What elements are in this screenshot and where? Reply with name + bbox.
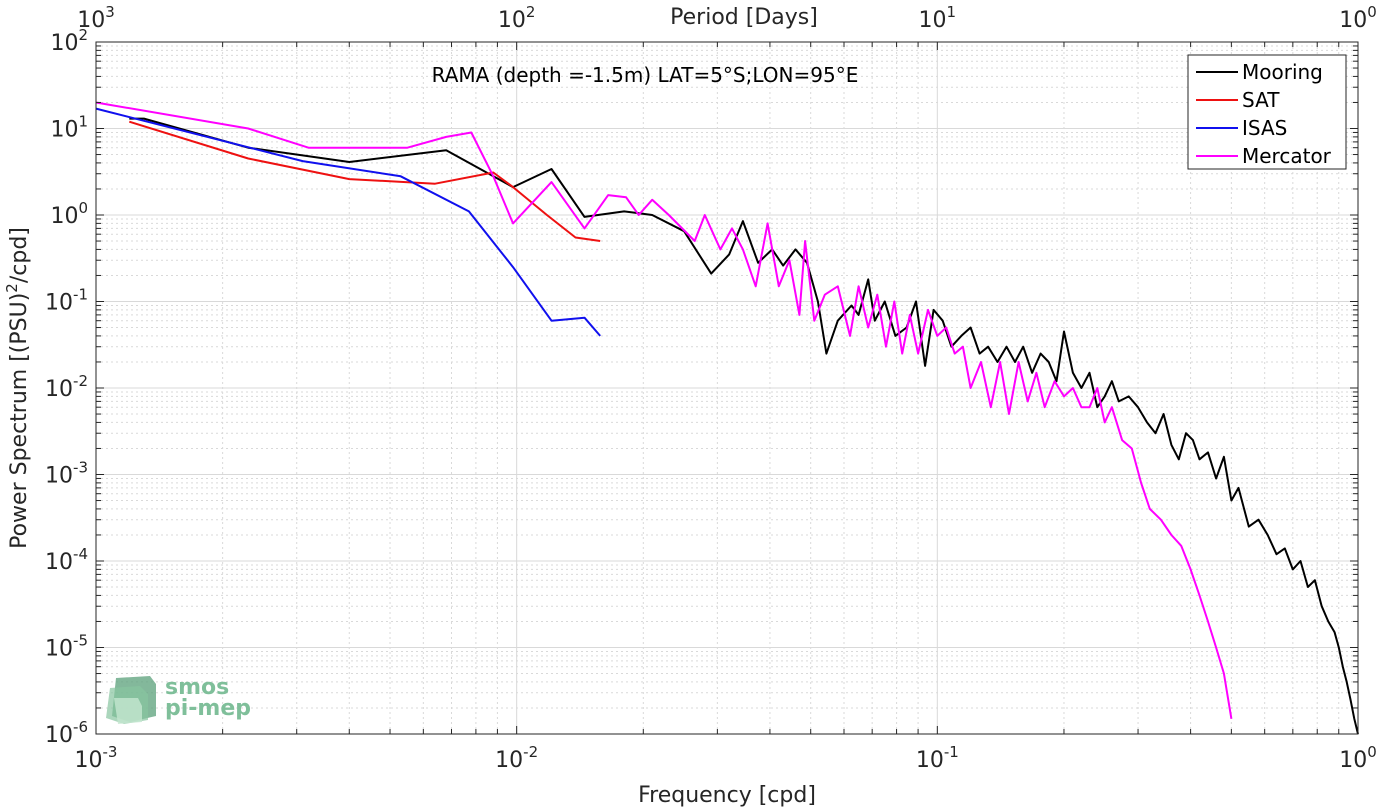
top-tick-label-base: 10 <box>77 8 105 33</box>
x-tick-label-exp: -3 <box>103 743 118 761</box>
x-axis-label: Frequency [cpd] <box>638 783 816 808</box>
legend-label-sat: SAT <box>1242 88 1280 112</box>
top-tick-label-exp: 2 <box>526 3 536 21</box>
y-tick-label-base: 10 <box>50 31 78 56</box>
y-tick-label-base: 10 <box>50 204 78 229</box>
top-tick-label: 103 <box>77 3 115 33</box>
y-tick-label: 10-4 <box>45 545 88 575</box>
y-tick-label: 10-1 <box>45 286 88 316</box>
top-tick-label: 101 <box>919 3 957 33</box>
y-tick-label-base: 10 <box>45 464 73 489</box>
top-tick-label: 102 <box>498 3 536 33</box>
y-tick-label-exp: -1 <box>73 286 88 304</box>
y-axis-label-sup: 2 <box>3 283 21 293</box>
x-tick-label-exp: 0 <box>1367 743 1377 761</box>
series-line-isas <box>95 107 601 337</box>
x-tick-label: 10-2 <box>495 743 538 773</box>
y-tick-label-exp: -4 <box>73 545 88 563</box>
y-tick-label: 10-2 <box>45 372 88 402</box>
top-tick-label-exp: 3 <box>105 3 115 21</box>
smos-pi-mep-logo: smos pi-mep <box>106 675 251 724</box>
y-tick-label: 10-6 <box>45 718 88 748</box>
top-tick-label-base: 10 <box>919 8 947 33</box>
y-tick-label: 10-3 <box>45 459 88 489</box>
ticks <box>95 42 1358 735</box>
top-axis-label: Period [Days] <box>670 5 818 30</box>
y-tick-label: 100 <box>50 199 88 229</box>
y-tick-label-exp: 0 <box>78 199 88 217</box>
top-tick-label-exp: 1 <box>947 3 957 21</box>
logo-text-smos: smos <box>165 675 229 700</box>
chart-title: RAMA (depth =-1.5m) LAT=5°S;LON=95°E <box>432 63 859 87</box>
logo-text-pi-mep: pi-mep <box>165 696 251 721</box>
y-tick-label-base: 10 <box>45 723 73 748</box>
top-tick-label-base: 10 <box>1339 8 1367 33</box>
y-tick-label-exp: -6 <box>73 718 88 736</box>
x-tick-label: 10-3 <box>75 743 118 773</box>
x-tick-label-base: 10 <box>75 748 103 773</box>
legend-label-mercator: Mercator <box>1242 144 1332 168</box>
legend-label-mooring: Mooring <box>1242 60 1323 84</box>
y-axis-label-tail: /cpd] <box>7 227 32 283</box>
y-tick-label: 102 <box>50 26 88 56</box>
x-tick-label: 100 <box>1339 743 1377 773</box>
legend-box <box>1187 54 1347 170</box>
x-tick-label-base: 10 <box>916 748 944 773</box>
x-tick-label: 10-1 <box>916 743 959 773</box>
y-tick-label-exp: 1 <box>78 113 88 131</box>
y-axis-label: Power Spectrum [(PSU)2/cpd] <box>3 227 32 549</box>
legend: Mooring SAT ISAS Mercator <box>1187 54 1347 170</box>
x-tick-label-base: 10 <box>1339 748 1367 773</box>
series-line-mercator <box>95 101 1233 719</box>
series-line-sat <box>129 120 601 242</box>
top-tick-label-base: 10 <box>498 8 526 33</box>
y-tick-label-base: 10 <box>45 637 73 662</box>
x-tick-label-exp: -1 <box>944 743 959 761</box>
y-tick-label-exp: -2 <box>73 372 88 390</box>
series-line-mooring <box>129 117 1359 735</box>
top-tick-label: 100 <box>1339 3 1377 33</box>
top-tick-label-exp: 0 <box>1367 3 1377 21</box>
series-layer <box>95 101 1359 735</box>
y-tick-label-exp: -3 <box>73 459 88 477</box>
y-tick-label-exp: 2 <box>78 26 88 44</box>
y-tick-label-base: 10 <box>45 291 73 316</box>
y-tick-label-exp: -5 <box>73 632 88 650</box>
y-tick-label: 101 <box>50 113 88 143</box>
x-tick-label-exp: -2 <box>523 743 538 761</box>
legend-items: Mooring SAT ISAS Mercator <box>1196 60 1332 168</box>
y-tick-label-base: 10 <box>45 550 73 575</box>
y-tick-label-base: 10 <box>45 377 73 402</box>
grid <box>95 42 1358 735</box>
y-axis-label-main: Power Spectrum [(PSU) <box>7 293 32 549</box>
y-tick-label-base: 10 <box>50 118 78 143</box>
logo-mark-icon <box>106 676 156 724</box>
x-tick-label-base: 10 <box>495 748 523 773</box>
legend-label-isas: ISAS <box>1242 116 1287 140</box>
y-tick-label: 10-5 <box>45 632 88 662</box>
